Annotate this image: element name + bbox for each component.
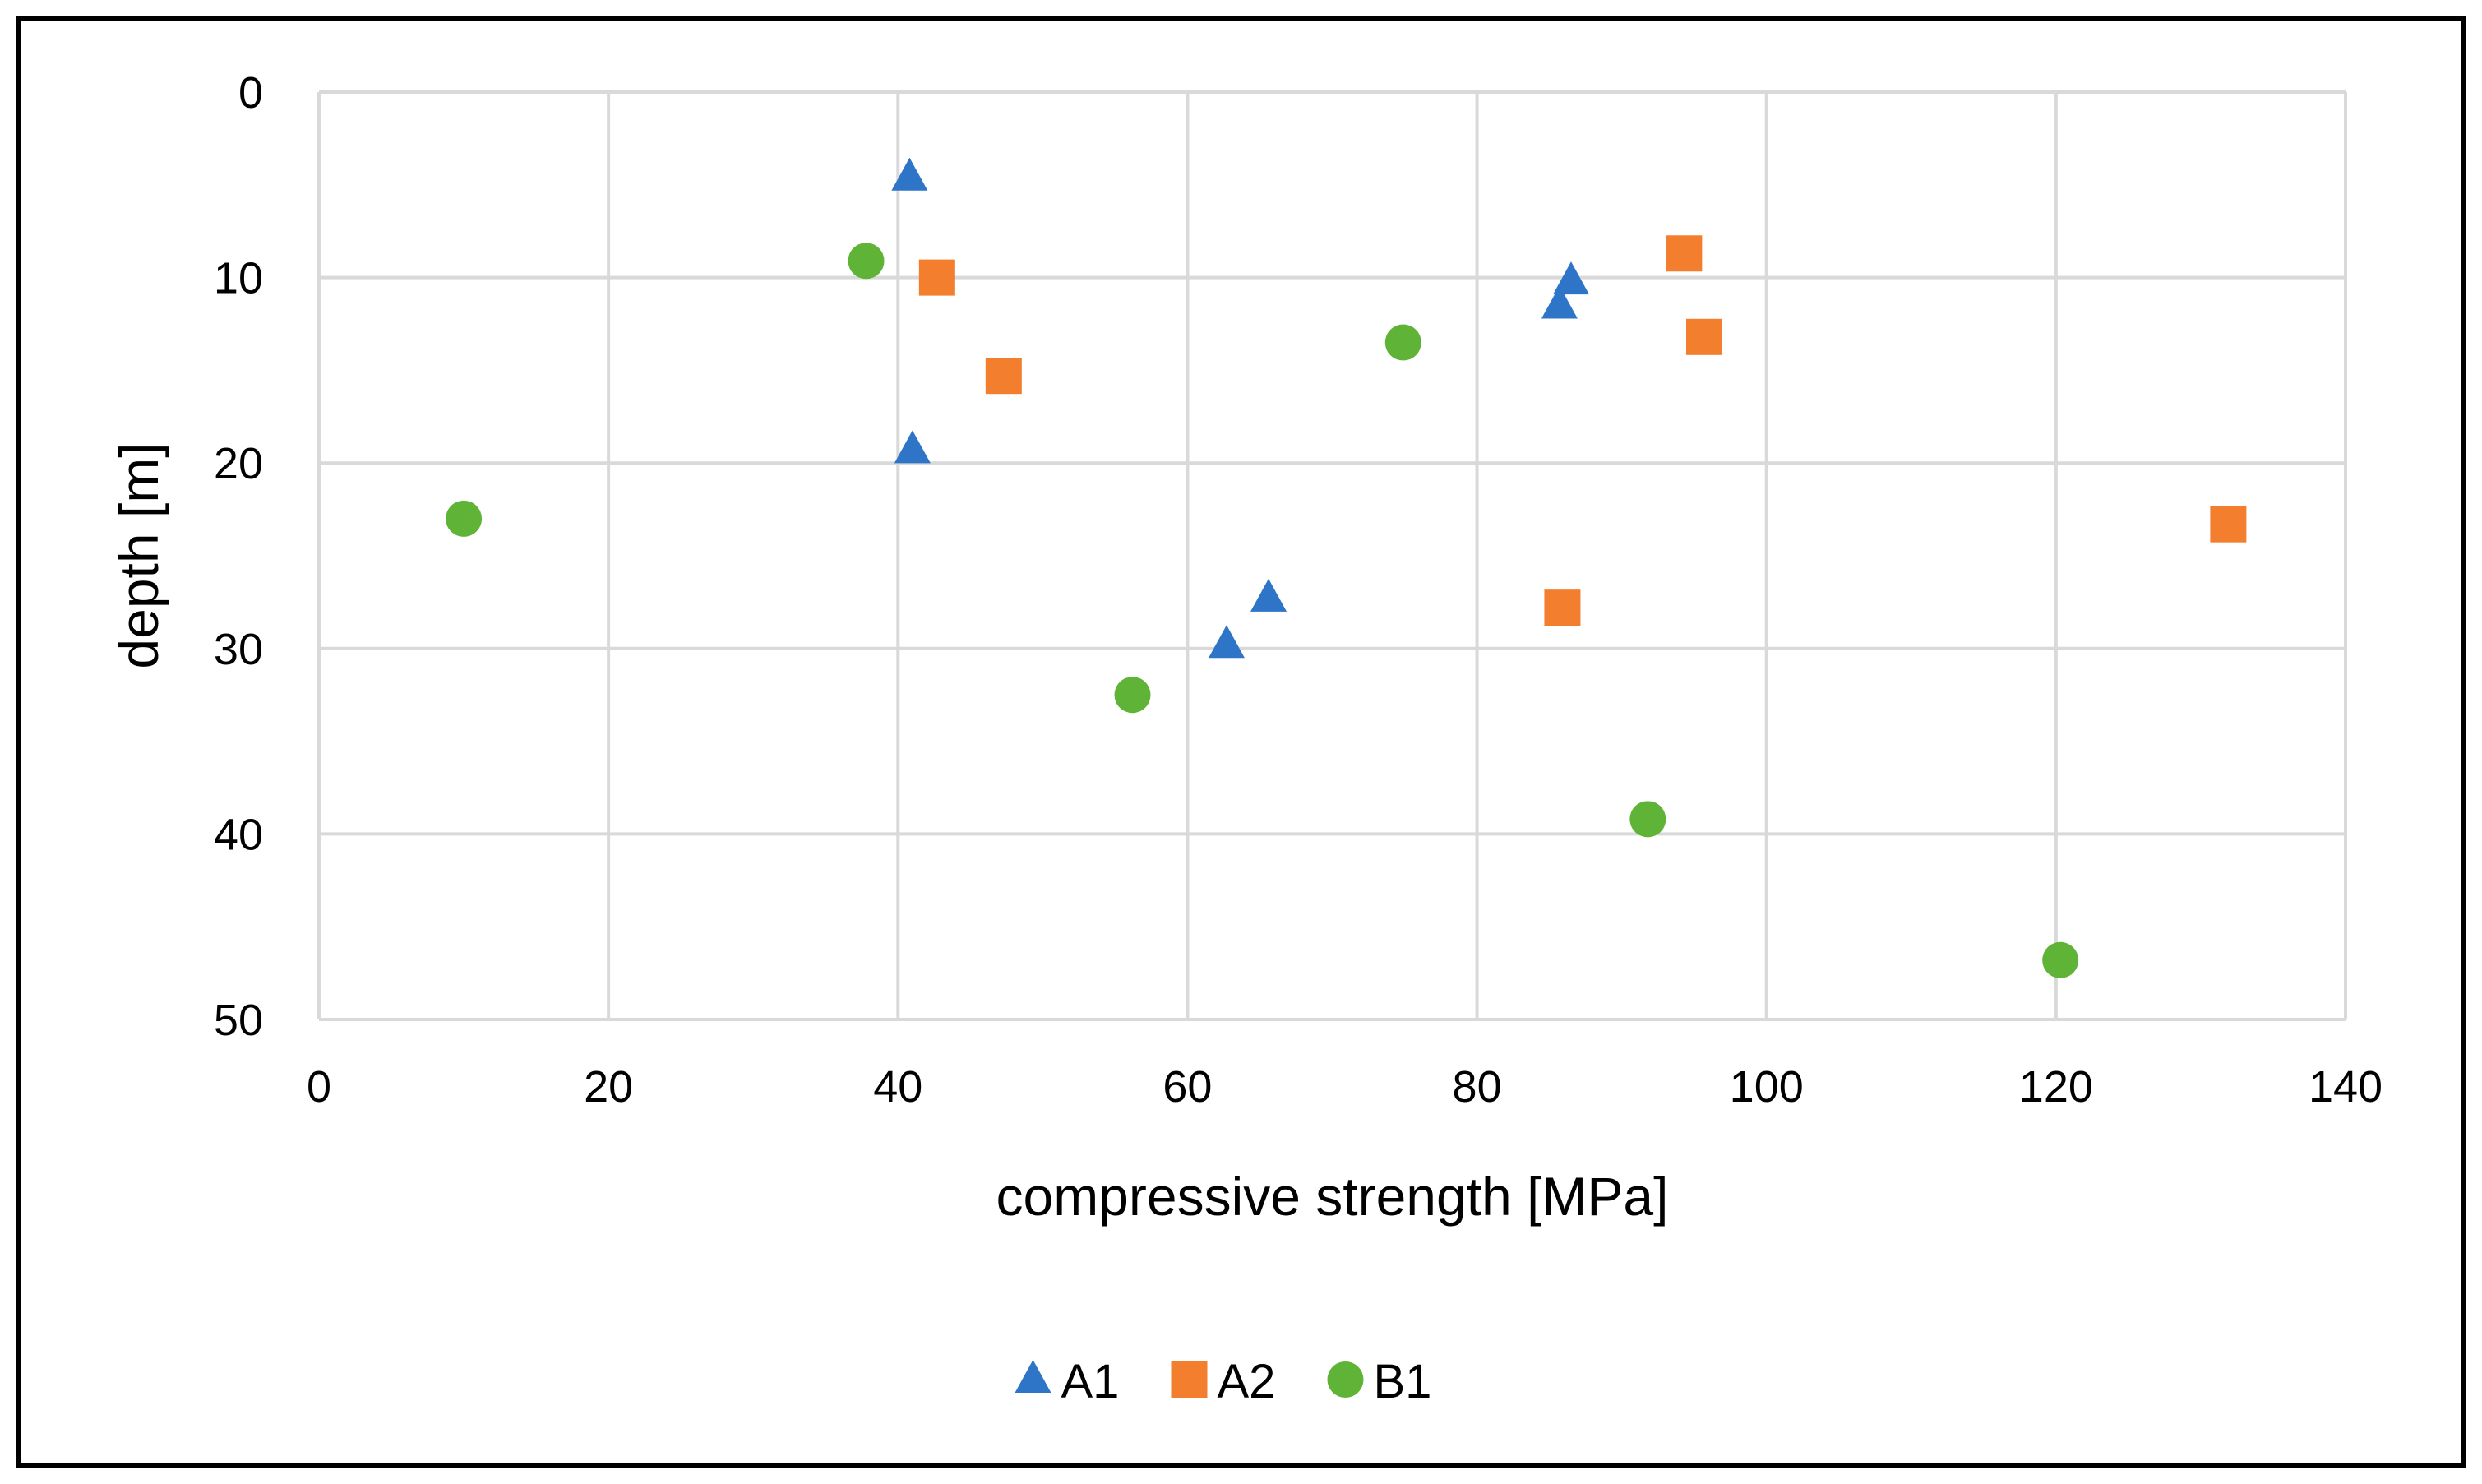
x-tick-label: 0 <box>307 1062 331 1112</box>
point-a1 <box>1250 578 1287 612</box>
point-a2 <box>2210 506 2247 543</box>
legend-item-a1: A1 <box>1015 1355 1120 1408</box>
point-a1 <box>1208 625 1245 659</box>
series-a1 <box>891 157 1590 659</box>
y-tick-label: 0 <box>238 68 263 118</box>
legend-label-a2: A2 <box>1218 1355 1276 1408</box>
point-b1 <box>2042 941 2079 978</box>
data-points <box>446 157 2247 978</box>
legend-label-b1: B1 <box>1374 1355 1432 1408</box>
point-a1 <box>1553 261 1590 295</box>
point-b1 <box>446 500 483 537</box>
legend: A1 A2 B1 <box>1015 1355 1432 1408</box>
x-tick-label: 60 <box>1162 1062 1212 1112</box>
y-tick-label: 10 <box>214 254 263 303</box>
point-a1 <box>894 430 931 464</box>
legend-marker-a1 <box>1015 1360 1051 1393</box>
y-tick-label: 40 <box>214 810 263 859</box>
legend-label-a1: A1 <box>1061 1355 1120 1408</box>
y-axis-title: depth [m] <box>109 442 169 668</box>
y-tick-label: 30 <box>214 625 263 674</box>
point-a2 <box>1666 235 1703 272</box>
legend-marker-a2 <box>1171 1361 1208 1398</box>
point-a2 <box>1544 589 1581 626</box>
point-b1 <box>1629 801 1666 838</box>
point-b1 <box>1384 324 1421 361</box>
x-axis-title: compressive strength [MPa] <box>996 1166 1669 1227</box>
series-b1 <box>446 243 2079 978</box>
x-tick-label: 120 <box>2019 1062 2093 1112</box>
y-tick-label: 20 <box>214 439 263 488</box>
legend-item-b1: B1 <box>1327 1355 1432 1408</box>
point-b1 <box>1114 677 1151 714</box>
point-b1 <box>848 243 885 280</box>
gridlines <box>317 90 2347 1021</box>
x-tick-label: 140 <box>2309 1062 2383 1112</box>
legend-marker-b1 <box>1327 1361 1364 1398</box>
x-tick-label: 40 <box>873 1062 922 1112</box>
point-a2 <box>1686 318 1723 355</box>
chart-border <box>16 16 2466 1468</box>
point-a1 <box>1541 285 1578 319</box>
x-tick-label: 100 <box>1730 1062 1804 1112</box>
point-a1 <box>891 157 928 191</box>
point-a2 <box>985 358 1022 395</box>
legend-item-a2: A2 <box>1171 1355 1276 1408</box>
tick-labels: 0 10 20 30 40 50 0 20 40 60 80 100 120 140 <box>214 68 2383 1112</box>
series-a2 <box>918 235 2247 626</box>
x-tick-label: 80 <box>1453 1062 1502 1112</box>
point-a2 <box>918 259 955 296</box>
y-tick-label: 50 <box>214 996 263 1045</box>
x-tick-label: 20 <box>584 1062 633 1112</box>
